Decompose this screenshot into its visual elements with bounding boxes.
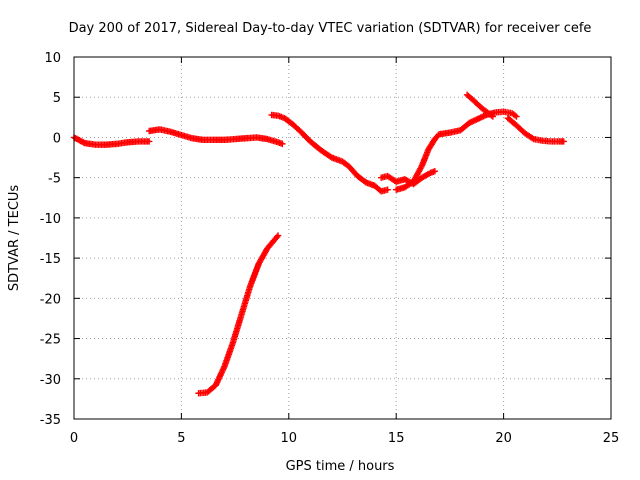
y-tick-label: -25 bbox=[40, 333, 61, 348]
data-point bbox=[511, 112, 519, 119]
data-point bbox=[274, 232, 282, 239]
series-track-4 bbox=[268, 111, 391, 195]
y-tick-label: -5 bbox=[48, 172, 61, 187]
series-track-7 bbox=[463, 91, 497, 120]
series-track-6 bbox=[393, 108, 520, 193]
y-tick-label: 0 bbox=[53, 131, 61, 146]
x-tick-label: 0 bbox=[70, 431, 78, 446]
data-point bbox=[560, 138, 567, 145]
y-tick-label: -15 bbox=[40, 252, 61, 267]
y-tick-label: 10 bbox=[44, 51, 61, 66]
data-point bbox=[80, 139, 87, 146]
series-track-1 bbox=[70, 134, 153, 148]
y-tick-label: -10 bbox=[40, 212, 61, 227]
x-tick-label: 10 bbox=[281, 431, 298, 446]
x-tick-labels: 0 5 10 15 20 25 bbox=[70, 431, 619, 446]
x-tick-label: 15 bbox=[388, 431, 405, 446]
data-point bbox=[431, 168, 439, 175]
data-point bbox=[273, 233, 281, 241]
series-track-8 bbox=[504, 114, 567, 145]
y-tick-label: -20 bbox=[40, 292, 61, 307]
data-point bbox=[488, 112, 495, 119]
data-point bbox=[145, 138, 153, 145]
data-point bbox=[279, 140, 286, 148]
series-track-5 bbox=[377, 168, 439, 188]
plot-frame bbox=[73, 56, 612, 420]
x-tick-label: 20 bbox=[495, 431, 512, 446]
chart-title: Day 200 of 2017, Sidereal Day-to-day VTE… bbox=[69, 21, 592, 36]
y-tick-label: 5 bbox=[53, 91, 61, 106]
y-tick-label: -35 bbox=[40, 413, 61, 428]
x-tick-label: 5 bbox=[177, 431, 185, 446]
x-axis-label: GPS time / hours bbox=[286, 459, 395, 474]
data-series bbox=[70, 91, 567, 397]
x-tick-label: 25 bbox=[603, 431, 620, 446]
data-point bbox=[513, 113, 520, 120]
y-axis-label: SDTVAR / TECUs bbox=[7, 185, 22, 292]
data-point bbox=[529, 134, 536, 142]
y-tick-label: -30 bbox=[40, 373, 61, 388]
data-point bbox=[489, 113, 497, 120]
data-point bbox=[425, 170, 433, 177]
series-track-3 bbox=[195, 232, 282, 397]
series-track-2 bbox=[145, 126, 286, 148]
y-tick-labels: 10 5 0 -5 -10 -15 -20 -25 -30 -35 bbox=[40, 51, 61, 428]
axis-ticks bbox=[73, 56, 612, 420]
grid-lines bbox=[74, 57, 611, 419]
data-point bbox=[384, 186, 391, 193]
